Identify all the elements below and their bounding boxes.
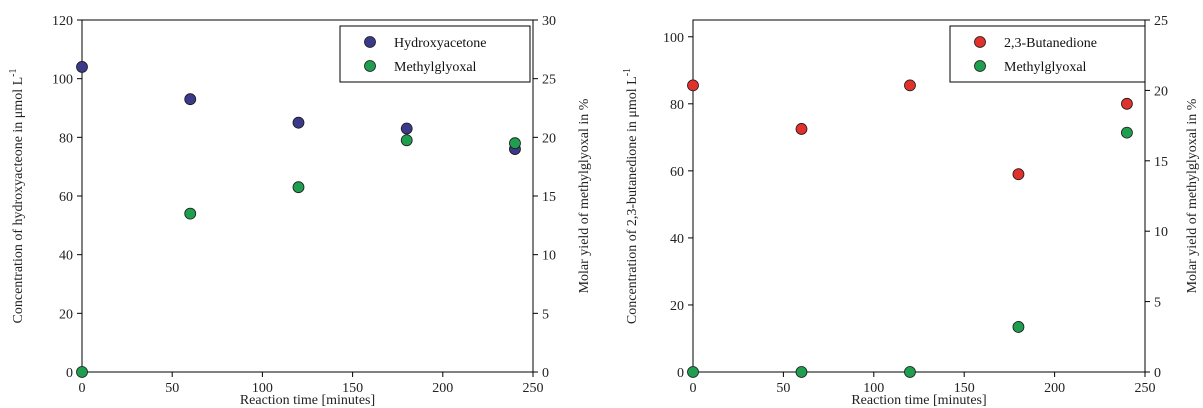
x-tick-label: 200 [1044, 381, 1065, 396]
point-hydroxyacetone [400, 122, 413, 135]
y2-tick-label: 20 [542, 131, 556, 146]
x-tick-label: 0 [690, 381, 697, 396]
plot-frame [692, 19, 1146, 373]
y2-tick-label: 20 [1154, 84, 1168, 99]
x-tick-label: 100 [252, 381, 273, 396]
legend: Hydroxyacetone Methylglyoxal [339, 25, 531, 83]
y-tick-label: 120 [52, 14, 73, 29]
point-methylglyoxal [184, 207, 197, 220]
y-tick-label: 100 [52, 73, 73, 88]
point-2-3-butanedione [1121, 97, 1133, 110]
y-tick-label: 20 [670, 299, 684, 314]
point-hydroxyacetone [292, 116, 305, 129]
point-methylglyoxal [687, 366, 699, 378]
x-axis-title: Reaction time [minutes] [851, 393, 986, 408]
y-tick-label: 100 [663, 31, 684, 46]
y-tick-label: 40 [670, 232, 684, 247]
y2-tick-label: 0 [542, 366, 549, 381]
x-tick-label: 250 [523, 381, 544, 396]
y2-tick-label: 5 [1154, 296, 1161, 311]
y-tick-label: 20 [59, 307, 73, 322]
chart-2: 0 50 100 150 200 2500204060801000510152025Rea… [622, 14, 1200, 408]
y-axis-title: Concentration of hydroxyacteone in μmol … [8, 69, 26, 324]
y2-tick-label: 25 [1154, 14, 1168, 29]
x-tick-label: 50 [776, 381, 790, 396]
legend-marker [974, 60, 986, 72]
point-methylglyoxal [1012, 321, 1025, 333]
point-methylglyoxal [509, 137, 521, 150]
y2-tick-label: 5 [542, 307, 549, 322]
x-tick-label: 50 [165, 381, 179, 396]
point-methylglyoxal [292, 181, 305, 194]
chart-1: 0 50 100 150 200 2500204060801001200510152025… [8, 14, 592, 408]
x-tick-label: 200 [432, 381, 453, 396]
point-hydroxyacetone [184, 93, 197, 106]
y-tick-label: 40 [59, 249, 73, 264]
point-2-3-butanedione [1012, 168, 1025, 181]
point-methylglyoxal [76, 366, 88, 378]
legend-label: Methylglyoxal [394, 60, 477, 75]
y2-tick-label: 30 [542, 14, 556, 29]
y-tick-label: 60 [670, 165, 684, 180]
x-tick-label: 250 [1135, 381, 1156, 396]
y-tick-label: 0 [677, 366, 684, 381]
y2-axis-title: Molar yield of methylglyoxal in % [1185, 98, 1200, 293]
point-methylglyoxal [400, 134, 413, 147]
y-tick-label: 80 [59, 131, 73, 146]
y2-tick-label: 15 [1154, 155, 1168, 170]
y2-axis-title: Molar yield of methylglyoxal in % [577, 98, 592, 293]
y2-tick-label: 10 [1154, 225, 1168, 240]
legend-label: Methylglyoxal [1004, 60, 1087, 75]
legend-label: Hydroxyacetone [394, 36, 487, 51]
y2-tick-label: 10 [542, 249, 556, 264]
legend-label: 2,3-Butanedione [1004, 36, 1097, 51]
x-tick-label: 150 [954, 381, 975, 396]
legend-box [949, 25, 1146, 83]
x-tick-label: 150 [342, 381, 363, 396]
legend-marker [974, 36, 986, 48]
x-tick-label: 0 [79, 381, 86, 396]
y-tick-label: 0 [66, 366, 73, 381]
point-methylglyoxal [904, 366, 916, 378]
legend-marker [364, 60, 376, 72]
point-2-3-butanedione [795, 123, 808, 135]
y-tick-label: 80 [670, 98, 684, 113]
x-axis-title: Reaction time [minutes] [240, 393, 375, 408]
point-2-3-butanedione [904, 79, 916, 92]
legend: 2,3-Butanedione Methylglyoxal [949, 25, 1146, 83]
y2-tick-label: 25 [542, 73, 556, 88]
point-methylglyoxal [1121, 126, 1133, 139]
x-tick-label: 100 [863, 381, 884, 396]
point-2-3-butanedione [687, 79, 699, 92]
y2-tick-label: 0 [1154, 366, 1161, 381]
point-hydroxyacetone [76, 61, 88, 73]
legend-marker [364, 36, 376, 48]
legend-box [339, 25, 531, 83]
point-methylglyoxal [795, 366, 808, 378]
y-tick-label: 60 [59, 190, 73, 205]
y-axis-title: Concentration of 2,3-butanedione in μmol… [622, 68, 640, 324]
y2-tick-label: 15 [542, 190, 556, 205]
